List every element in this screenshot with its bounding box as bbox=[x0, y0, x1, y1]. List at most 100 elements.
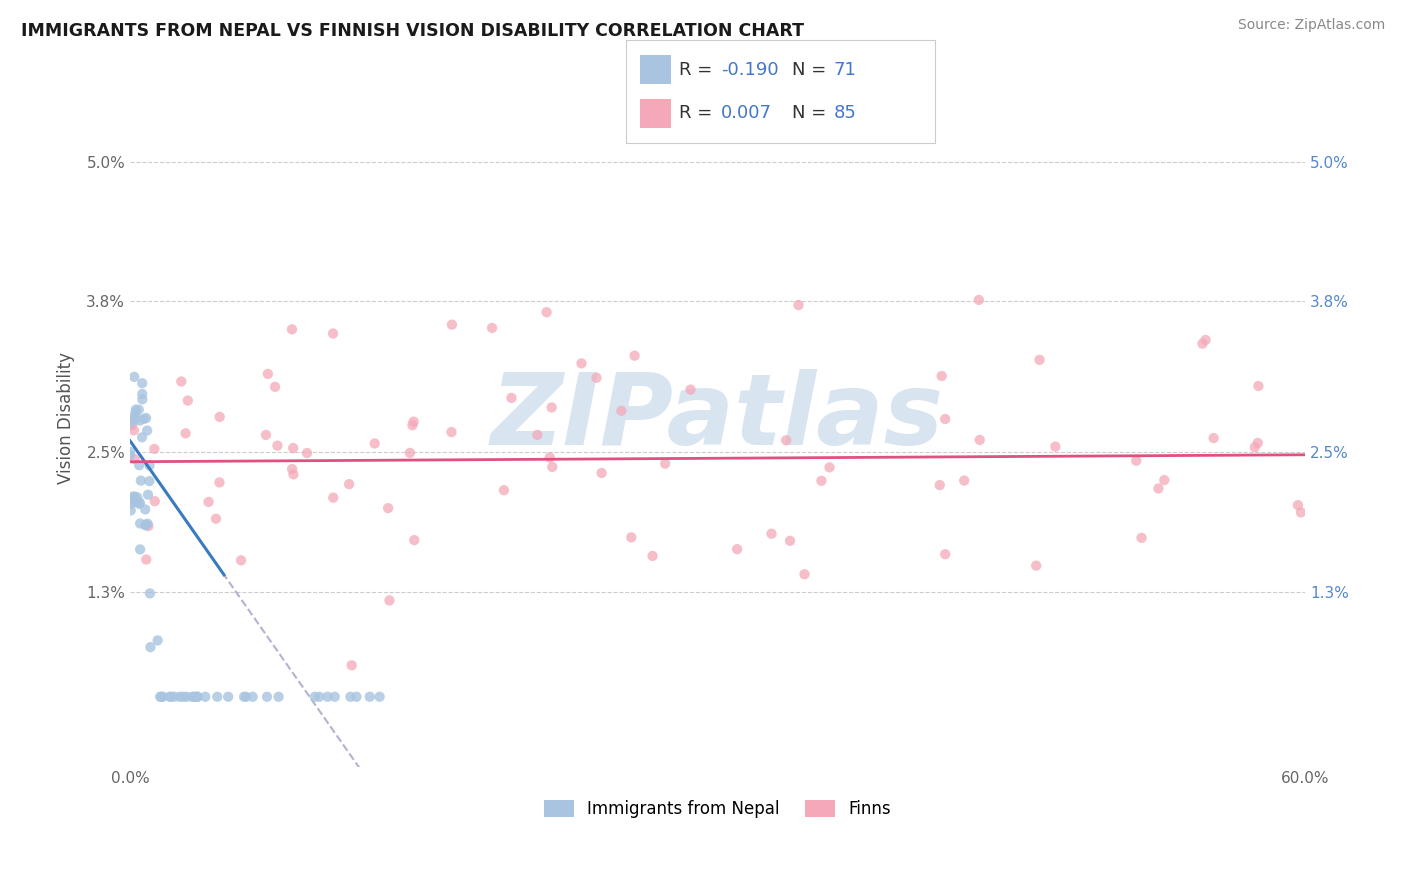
Text: -0.190: -0.190 bbox=[721, 61, 779, 78]
Point bbox=[150, 690, 173, 704]
Point bbox=[121, 418, 143, 433]
Point bbox=[131, 387, 153, 401]
Point bbox=[264, 380, 287, 394]
Point bbox=[610, 404, 633, 418]
Point bbox=[131, 376, 153, 391]
Point bbox=[283, 467, 305, 482]
Point bbox=[181, 690, 204, 704]
Point bbox=[235, 690, 257, 704]
Point bbox=[775, 434, 797, 448]
Point bbox=[194, 690, 217, 704]
Point bbox=[172, 690, 194, 704]
Text: ZIPatlas: ZIPatlas bbox=[491, 369, 943, 466]
Point bbox=[404, 533, 426, 548]
Point bbox=[641, 549, 664, 563]
Point bbox=[931, 369, 953, 384]
Point bbox=[969, 433, 991, 447]
Point bbox=[256, 690, 278, 704]
Point bbox=[779, 533, 801, 548]
Point bbox=[571, 356, 593, 370]
Y-axis label: Vision Disability: Vision Disability bbox=[58, 351, 75, 483]
Point bbox=[363, 436, 385, 450]
Point bbox=[266, 439, 288, 453]
Point bbox=[208, 409, 231, 424]
Point bbox=[183, 690, 205, 704]
Point bbox=[1247, 379, 1270, 393]
Point bbox=[340, 658, 363, 673]
Point bbox=[679, 383, 702, 397]
Text: N =: N = bbox=[792, 104, 831, 122]
Text: 71: 71 bbox=[834, 61, 856, 78]
Text: N =: N = bbox=[792, 61, 831, 78]
Point bbox=[160, 690, 183, 704]
Point bbox=[176, 690, 198, 704]
Point bbox=[205, 512, 228, 526]
Point bbox=[129, 516, 152, 531]
Text: 85: 85 bbox=[834, 104, 856, 122]
Point bbox=[254, 428, 277, 442]
Point bbox=[818, 460, 841, 475]
Point bbox=[1125, 453, 1147, 467]
Point bbox=[169, 690, 191, 704]
Point bbox=[170, 375, 193, 389]
Point bbox=[139, 586, 162, 600]
Point bbox=[787, 298, 810, 312]
Point bbox=[229, 553, 252, 567]
Point bbox=[129, 542, 152, 557]
Point bbox=[761, 526, 783, 541]
Point bbox=[138, 474, 160, 488]
Point bbox=[138, 458, 160, 473]
Point bbox=[208, 475, 231, 490]
Point bbox=[591, 466, 613, 480]
Point bbox=[120, 497, 142, 511]
Point bbox=[585, 371, 607, 385]
Point bbox=[143, 442, 166, 456]
Point bbox=[377, 501, 399, 516]
Point bbox=[623, 349, 645, 363]
Point bbox=[378, 593, 401, 607]
Text: R =: R = bbox=[679, 104, 718, 122]
Point bbox=[1247, 436, 1270, 450]
Point bbox=[538, 450, 561, 465]
Point bbox=[953, 474, 976, 488]
Point bbox=[1045, 440, 1067, 454]
Point bbox=[122, 409, 145, 424]
Point bbox=[128, 497, 150, 511]
Point bbox=[440, 425, 463, 439]
Text: IMMIGRANTS FROM NEPAL VS FINNISH VISION DISABILITY CORRELATION CHART: IMMIGRANTS FROM NEPAL VS FINNISH VISION … bbox=[21, 22, 804, 40]
Point bbox=[128, 413, 150, 427]
Point bbox=[541, 459, 564, 474]
Text: 0.007: 0.007 bbox=[721, 104, 772, 122]
Point bbox=[1243, 440, 1265, 454]
Point bbox=[122, 493, 145, 508]
Point bbox=[322, 491, 344, 505]
Point bbox=[124, 406, 146, 420]
Point bbox=[125, 495, 148, 509]
Point bbox=[1025, 558, 1047, 573]
Point bbox=[124, 491, 146, 506]
Text: R =: R = bbox=[679, 61, 718, 78]
Point bbox=[124, 452, 146, 467]
Point bbox=[1153, 473, 1175, 487]
Point bbox=[127, 491, 149, 505]
Point bbox=[136, 516, 159, 531]
Point bbox=[295, 446, 318, 460]
Point bbox=[136, 488, 159, 502]
Point bbox=[934, 412, 956, 426]
Point bbox=[132, 412, 155, 426]
Point bbox=[1194, 333, 1216, 347]
Point bbox=[304, 690, 326, 704]
Point bbox=[346, 690, 368, 704]
Point bbox=[267, 690, 290, 704]
Point bbox=[1202, 431, 1225, 445]
Point bbox=[135, 411, 157, 425]
Point bbox=[217, 690, 239, 704]
Point bbox=[135, 552, 157, 566]
Point bbox=[135, 518, 157, 533]
Point bbox=[1286, 498, 1309, 512]
Point bbox=[540, 401, 562, 415]
Point bbox=[128, 458, 150, 473]
Point bbox=[122, 491, 145, 505]
Point bbox=[242, 690, 264, 704]
Point bbox=[283, 441, 305, 455]
